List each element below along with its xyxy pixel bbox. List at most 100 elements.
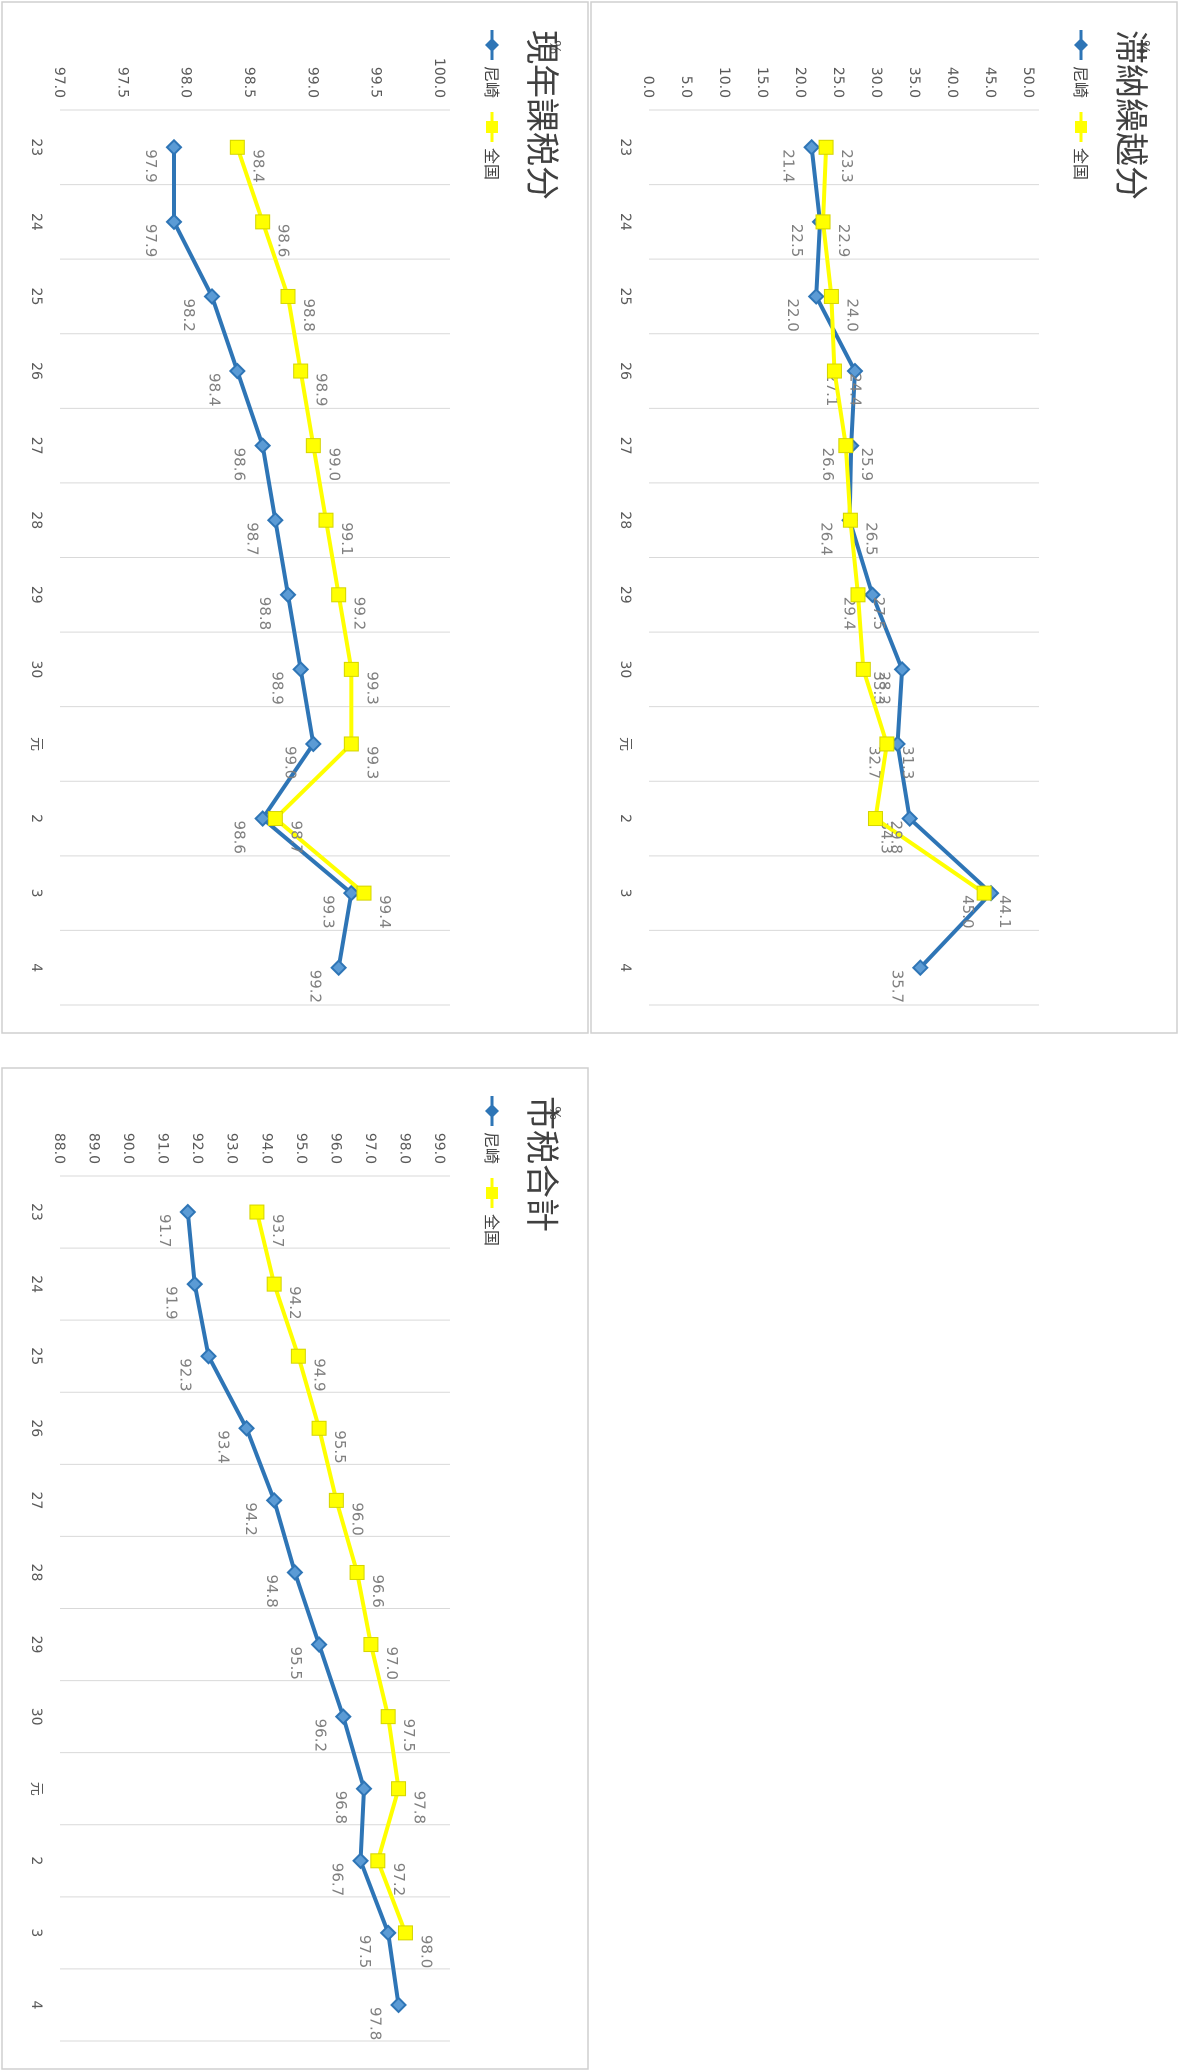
data-point <box>229 139 245 155</box>
data-label: 98.4 <box>249 149 267 182</box>
chart-2: 97.0 97.5 98.0 98.5 99.0 99.5 100.023242526272… <box>1 1 589 1034</box>
y-tick-label: 30.0 <box>868 67 884 98</box>
legend-marker-square-icon <box>486 121 498 133</box>
chart-panel <box>1 1 589 1034</box>
data-point <box>815 214 831 230</box>
data-point <box>343 661 359 677</box>
y-tick-label: 15.0 <box>754 67 770 98</box>
data-label: 97.5 <box>356 1935 374 1968</box>
legend-marker-square-icon <box>486 1187 498 1199</box>
data-label: 95.5 <box>331 1430 349 1463</box>
y-tick-label: 99.0 <box>304 67 320 98</box>
data-label: 95.5 <box>287 1647 305 1680</box>
x-tick-label: 元 <box>28 1782 44 1796</box>
data-label: 99.0 <box>325 448 343 481</box>
data-point <box>186 1275 204 1293</box>
data-label: 98.9 <box>269 671 287 704</box>
data-point <box>391 1781 407 1797</box>
data-point <box>238 1419 255 1437</box>
data-label: 96.2 <box>311 1719 329 1752</box>
data-point <box>249 1204 265 1220</box>
data-point <box>305 438 321 454</box>
data-label: 98.6 <box>231 448 249 481</box>
data-label: 99.3 <box>319 895 337 928</box>
data-label: 31.3 <box>899 746 917 779</box>
data-label: 97.5 <box>400 1719 418 1752</box>
y-tick-label: 40.0 <box>944 67 960 98</box>
data-point <box>265 1491 283 1509</box>
y-tick-label: 93.0 <box>224 1133 240 1164</box>
x-tick-label: 元 <box>617 737 633 751</box>
legend-marker-diamond-icon <box>1074 38 1088 52</box>
data-point <box>255 214 271 230</box>
x-tick-label: 27 <box>28 1491 44 1509</box>
data-label: 96.8 <box>332 1791 350 1824</box>
y-tick-label: 98.0 <box>396 1133 412 1164</box>
data-point <box>280 288 296 304</box>
data-label: 99.3 <box>363 671 381 704</box>
data-label: 28.2 <box>875 671 893 704</box>
data-point <box>286 1564 304 1581</box>
data-label: 45.0 <box>959 895 977 928</box>
data-label: 21.4 <box>780 149 798 182</box>
x-tick-label: 3 <box>28 1928 44 1937</box>
y-tick-label: 92.0 <box>189 1133 205 1164</box>
x-tick-label: 29 <box>617 586 633 604</box>
data-label: 27.5 <box>870 597 888 630</box>
x-tick-label: 29 <box>28 586 44 604</box>
x-tick-label: 26 <box>28 1419 44 1437</box>
data-point <box>823 288 839 304</box>
data-point <box>893 660 911 678</box>
x-tick-label: 30 <box>28 1708 44 1726</box>
data-point <box>370 1853 386 1869</box>
y-tick-label: 88.0 <box>51 1133 67 1164</box>
data-label: 98.6 <box>231 821 249 854</box>
data-label: 96.0 <box>348 1502 366 1535</box>
data-point <box>304 735 322 753</box>
x-tick-label: 29 <box>28 1636 44 1654</box>
series-line <box>809 147 993 970</box>
y-tick-label: 97.0 <box>51 67 67 98</box>
data-point <box>328 1492 344 1508</box>
data-label: 93.7 <box>269 1214 287 1247</box>
data-point <box>838 438 854 454</box>
y-tick-label: 100.0 <box>431 58 447 98</box>
y-tick-label: 98.0 <box>178 67 194 98</box>
data-point <box>254 437 272 455</box>
data-point <box>310 1636 328 1653</box>
x-tick-label: 25 <box>28 1347 44 1365</box>
data-label: 92.3 <box>177 1358 195 1391</box>
data-label: 98.7 <box>287 821 305 854</box>
x-tick-label: 28 <box>28 511 44 529</box>
chart-title: 現年課税分 <box>521 30 561 200</box>
x-tick-label: 4 <box>28 963 44 972</box>
data-point <box>807 288 825 305</box>
data-label: 97.9 <box>142 149 160 182</box>
data-label: 98.0 <box>417 1935 435 1968</box>
y-tick-label: 50.0 <box>1020 67 1036 98</box>
legend-marker-diamond-icon <box>485 1104 499 1118</box>
data-point <box>352 1852 369 1870</box>
y-tick-label: 95.0 <box>293 1133 309 1164</box>
x-tick-label: 27 <box>28 437 44 455</box>
data-label: 97.9 <box>142 224 160 257</box>
data-label: 22.9 <box>835 224 853 257</box>
data-point <box>976 885 992 901</box>
data-label: 91.9 <box>163 1286 181 1319</box>
data-point <box>266 1276 282 1292</box>
x-tick-label: 23 <box>617 138 633 156</box>
data-label: 29.4 <box>840 597 858 630</box>
data-label: 24.4 <box>846 373 864 406</box>
data-point <box>349 1564 365 1580</box>
data-label: 98.4 <box>205 373 223 406</box>
y-tick-label: 5.0 <box>678 76 694 98</box>
data-point <box>179 1203 197 1221</box>
data-label: 99.1 <box>338 522 356 555</box>
data-point <box>379 1924 397 1942</box>
series-line <box>172 147 354 969</box>
x-tick-label: 24 <box>28 1275 44 1293</box>
x-tick-label: 4 <box>28 2000 44 2009</box>
data-point <box>842 512 858 528</box>
data-point <box>318 512 334 528</box>
